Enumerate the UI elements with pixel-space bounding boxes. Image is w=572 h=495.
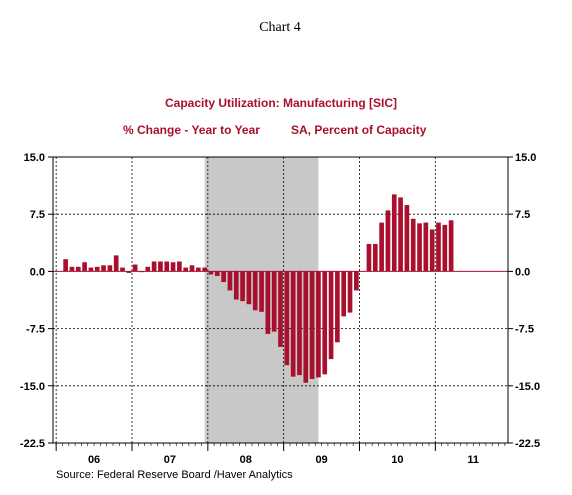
bar — [214, 271, 220, 276]
bar — [429, 229, 435, 272]
bar — [391, 194, 397, 272]
x-tick-label: 06 — [88, 454, 100, 466]
bar — [132, 264, 138, 272]
bar — [303, 271, 309, 383]
bar — [151, 261, 157, 272]
bar — [126, 271, 132, 273]
y-tick-label-right: 7.5 — [515, 209, 530, 221]
x-tick-label: 09 — [315, 454, 327, 466]
bar — [353, 271, 359, 291]
bar — [240, 271, 245, 302]
bar — [290, 271, 296, 377]
bar — [271, 271, 277, 332]
y-tick-label-left: -15.0 — [20, 381, 45, 393]
bar — [227, 271, 233, 291]
bar — [177, 261, 182, 272]
source-note: Source: Federal Reserve Board /Haver Ana… — [56, 469, 293, 481]
bar — [221, 271, 226, 283]
bar — [170, 262, 176, 272]
bar — [196, 267, 201, 272]
bar — [189, 265, 195, 272]
bar — [410, 218, 416, 272]
bar — [341, 271, 347, 317]
bar — [69, 266, 75, 272]
x-tick-label: 07 — [164, 454, 176, 466]
bar — [322, 271, 328, 375]
bar — [379, 222, 384, 272]
y-tick-label-right: 15.0 — [515, 152, 536, 164]
bar — [309, 271, 315, 379]
bar — [183, 267, 189, 272]
chart-subtitle-left: % Change - Year to Year — [123, 123, 260, 137]
plot-frame — [52, 156, 509, 444]
bar — [284, 271, 290, 366]
x-tick-label: 11 — [467, 454, 479, 466]
bar — [88, 267, 94, 272]
bar — [158, 261, 163, 272]
bar — [82, 262, 87, 272]
bar — [75, 266, 81, 272]
bar — [246, 271, 252, 305]
y-tick-label-right: -22.5 — [515, 438, 540, 450]
bar — [417, 223, 422, 272]
bar — [423, 222, 429, 272]
bar — [113, 255, 119, 272]
bar — [202, 267, 208, 272]
bar — [107, 265, 113, 272]
bar — [398, 197, 403, 272]
bar — [94, 266, 100, 272]
bar — [366, 243, 372, 272]
bar — [448, 220, 454, 272]
bar — [252, 271, 258, 311]
chart-subtitle-right: SA, Percent of Capacity — [291, 123, 427, 137]
bar — [259, 271, 264, 312]
chart-title: Capacity Utilization: Manufacturing [SIC… — [165, 96, 397, 110]
plot-area: 15.0 15.0 7.5 7.5 0.0 0.0 -7.5 -7.5 -15.0 -15.0 -2… — [20, 152, 540, 466]
y-tick-label-left: 7.5 — [30, 209, 45, 221]
bar — [265, 271, 271, 334]
bar — [63, 259, 68, 272]
bar — [145, 266, 151, 272]
bar — [164, 261, 170, 272]
x-tick-label: 10 — [391, 454, 403, 466]
bar — [208, 271, 214, 275]
bar — [385, 210, 391, 272]
y-tick-label-left: 15.0 — [24, 152, 45, 164]
x-tick-label: 08 — [240, 454, 252, 466]
y-tick-label-left: -22.5 — [20, 438, 45, 450]
bar — [316, 271, 321, 378]
bar — [101, 265, 106, 272]
bar — [297, 271, 302, 376]
bar — [347, 271, 353, 313]
chart-heading: Chart 4 — [259, 20, 301, 35]
bar — [372, 243, 378, 272]
bar — [404, 205, 410, 272]
bar — [233, 271, 239, 300]
y-tick-label-right: -15.0 — [515, 381, 540, 393]
bar — [278, 271, 283, 347]
y-tick-label-right: 0.0 — [515, 266, 530, 278]
bar — [442, 224, 448, 272]
bar — [335, 271, 340, 343]
y-tick-label-left: -7.5 — [26, 324, 45, 336]
y-tick-label-left: 0.0 — [30, 266, 45, 278]
bar — [436, 222, 441, 272]
y-tick-label-right: -7.5 — [515, 324, 534, 336]
bar — [328, 271, 334, 360]
bar — [120, 267, 125, 272]
